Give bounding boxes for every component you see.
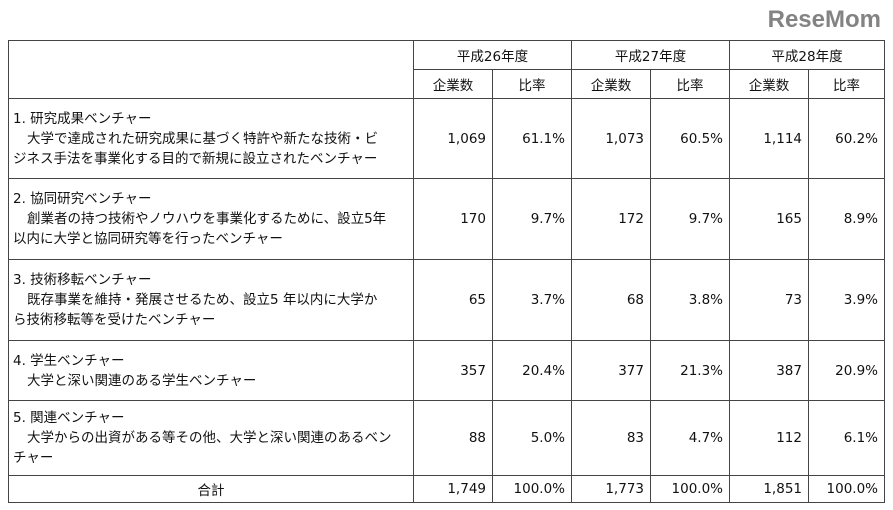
count-cell: 387 [729,340,809,401]
count-cell: 170 [413,178,493,260]
ratio-cell: 5.0% [492,400,572,476]
ratio-header: 比率 [492,69,572,99]
category-desc: 大学と深い関連のある学生ベンチャー [27,372,257,389]
total-value: 1,773 [571,475,651,503]
count-cell: 1,069 [413,98,493,179]
category-cell: 1. 研究成果ベンチャー大学で達成された研究成果に基づく特許や新たな技術・ビジネ… [8,98,414,179]
category-desc: 大学からの出資がある等その他、大学と深い関連のあるベン [27,430,392,446]
watermark-logo: ReseMom [767,6,881,33]
count-header: 企業数 [413,69,493,99]
table-row: 1. 研究成果ベンチャー大学で達成された研究成果に基づく特許や新たな技術・ビジネ… [8,98,885,179]
category-cell: 2. 協同研究ベンチャー創業者の持つ技術やノウハウを事業化するために、設立5年以… [8,178,414,260]
count-cell: 112 [729,400,809,476]
total-value: 100.0% [492,475,572,503]
total-value: 100.0% [808,475,885,503]
count-header: 企業数 [571,69,651,99]
count-cell: 172 [571,178,651,260]
count-cell: 83 [571,400,651,476]
total-value: 100.0% [650,475,730,503]
ratio-cell: 9.7% [492,178,572,260]
category-desc: ら技術移転等を受けたベンチャー [13,312,216,328]
count-cell: 88 [413,400,493,476]
category-title: 1. 研究成果ベンチャー [13,110,152,127]
table-row: 3. 技術移転ベンチャー既存事業を維持・発展させるため、設立5 年以内に大学から… [8,259,885,341]
category-title: 3. 技術移転ベンチャー [13,272,152,288]
ratio-cell: 60.2% [808,98,885,179]
ratio-cell: 60.5% [650,98,730,179]
ratio-cell: 3.9% [808,259,885,341]
count-header: 企業数 [729,69,809,99]
ratio-cell: 21.3% [650,340,730,401]
category-cell: 5. 関連ベンチャー大学からの出資がある等その他、大学と深い関連のあるベンチャー [8,400,414,476]
total-row: 合計 1,749 100.0% 1,773 100.0% 1,851 100.0… [8,475,885,503]
ratio-cell: 4.7% [650,400,730,476]
count-cell: 1,073 [571,98,651,179]
category-title: 4. 学生ベンチャー [13,352,125,369]
ratio-cell: 20.4% [492,340,572,401]
count-cell: 65 [413,259,493,341]
category-desc: 以内に大学と協同研究等を行ったベンチャー [13,231,283,247]
category-desc: 既存事業を維持・発展させるため、設立5 年以内に大学か [27,292,378,308]
count-cell: 357 [413,340,493,401]
category-desc: 大学で達成された研究成果に基づく特許や新たな技術・ビ [27,130,378,147]
category-cell: 4. 学生ベンチャー大学と深い関連のある学生ベンチャー [8,340,414,401]
count-cell: 1,114 [729,98,809,179]
venture-table: 平成26年度 平成27年度 平成28年度 企業数 比率 企業数 比率 企業数 比… [8,40,885,503]
ratio-header: 比率 [808,69,885,99]
ratio-cell: 6.1% [808,400,885,476]
count-cell: 165 [729,178,809,260]
table-row: 4. 学生ベンチャー 大学と深い関連のある学生ベンチャー 357 20.4% 377 21… [8,340,885,401]
year-header: 平成26年度 [413,40,572,70]
table-row: 5. 関連ベンチャー大学からの出資がある等その他、大学と深い関連のあるベンチャー… [8,400,885,476]
ratio-cell: 9.7% [650,178,730,260]
ratio-cell: 8.9% [808,178,885,260]
total-label: 合計 [8,475,414,503]
category-cell: 3. 技術移転ベンチャー既存事業を維持・発展させるため、設立5 年以内に大学から… [8,259,414,341]
category-desc: ジネス手法を事業化する目的で新規に設立されたベンチャー [13,150,378,167]
count-cell: 68 [571,259,651,341]
total-value: 1,749 [413,475,493,503]
total-value: 1,851 [729,475,809,503]
year-header: 平成27年度 [571,40,730,70]
table-row: 2. 協同研究ベンチャー創業者の持つ技術やノウハウを事業化するために、設立5年以… [8,178,885,260]
category-desc: 創業者の持つ技術やノウハウを事業化するために、設立5年 [27,211,387,227]
ratio-cell: 20.9% [808,340,885,401]
corner-cell [8,40,414,99]
category-title: 2. 協同研究ベンチャー [13,191,152,207]
count-cell: 73 [729,259,809,341]
ratio-cell: 3.8% [650,259,730,341]
year-header: 平成28年度 [729,40,885,70]
count-cell: 377 [571,340,651,401]
category-title: 5. 関連ベンチャー [13,410,125,426]
ratio-cell: 61.1% [492,98,572,179]
ratio-header: 比率 [650,69,730,99]
category-desc: チャー [13,450,54,466]
ratio-cell: 3.7% [492,259,572,341]
